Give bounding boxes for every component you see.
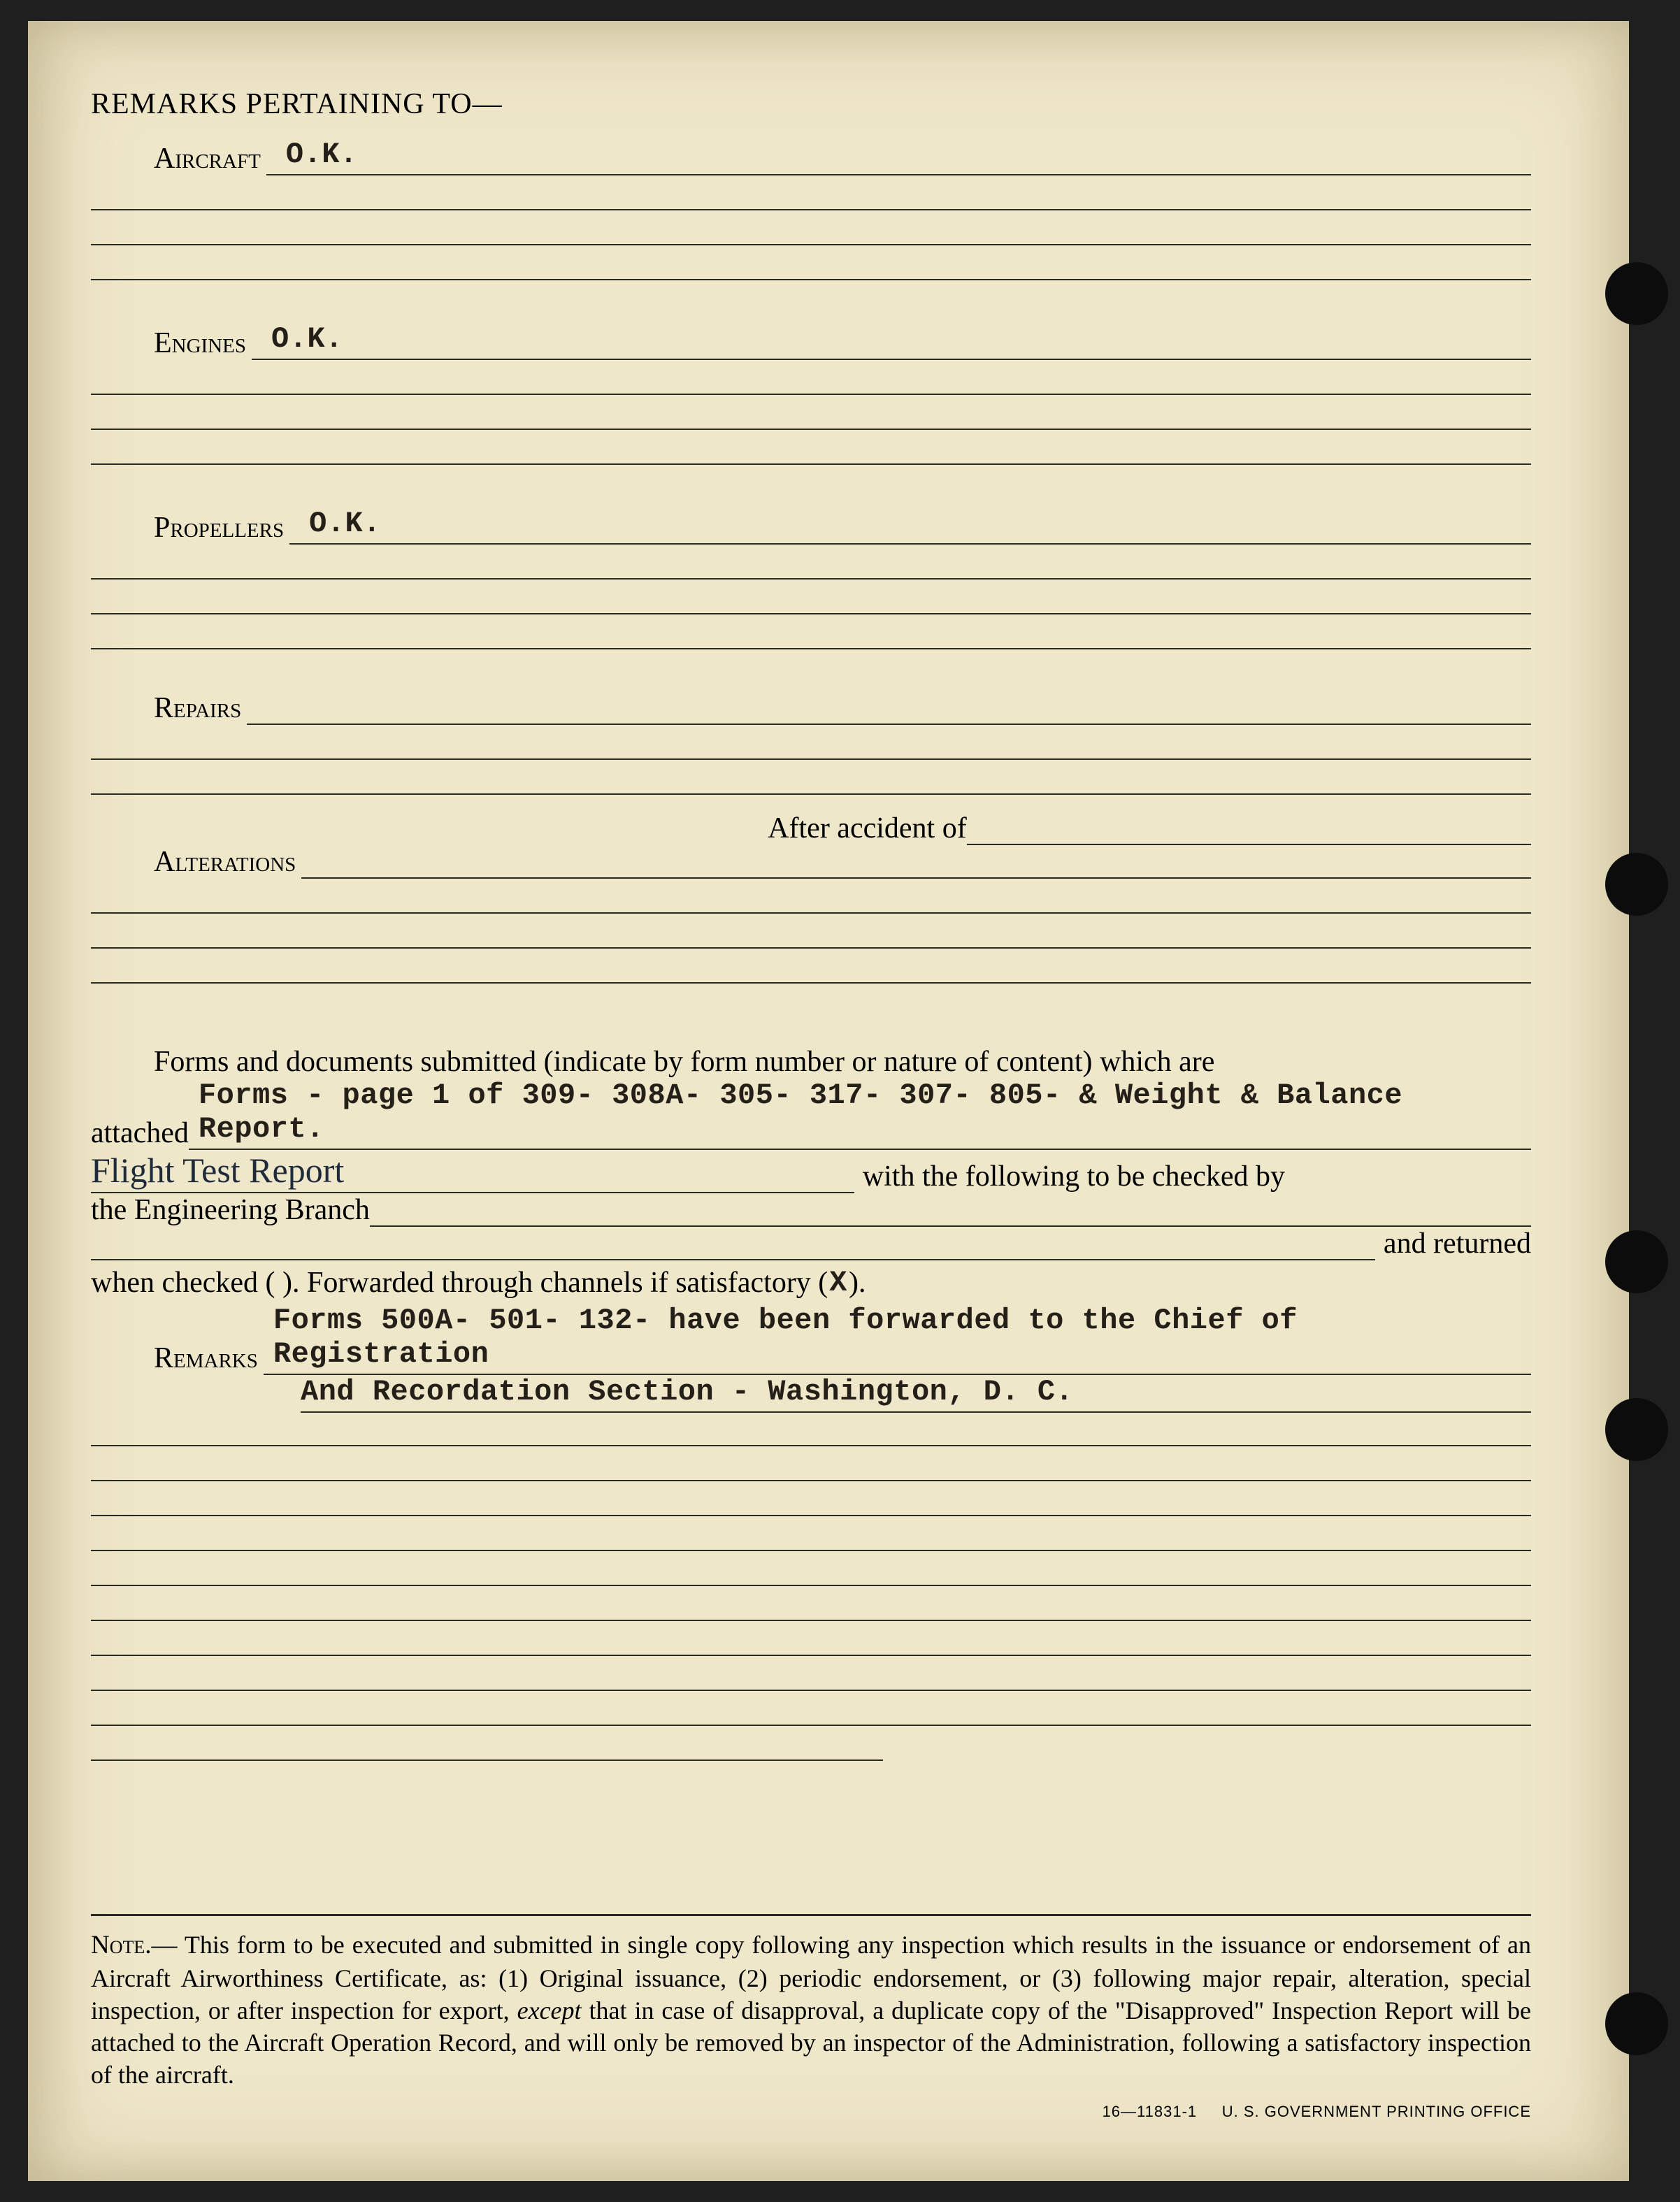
engines-value: O.K. — [271, 322, 343, 357]
field-remarks: Remarks Forms 500A- 501- 132- have been … — [91, 1304, 1531, 1375]
header-title: REMARKS PERTAINING TO— — [91, 87, 1531, 121]
punch-hole-icon — [1605, 1230, 1668, 1293]
remarks-value-line-2: And Recordation Section - Washington, D.… — [301, 1375, 1531, 1413]
aircraft-blank-lines — [91, 175, 1531, 280]
blank-line — [91, 614, 1531, 649]
checked-by-label: with the following to be checked by — [854, 1160, 1285, 1193]
engines-value-line: O.K. — [252, 322, 1531, 360]
aircraft-label: Aircraft — [154, 142, 266, 175]
blank-line — [91, 1586, 1531, 1621]
after-accident-value-line — [967, 814, 1531, 845]
document-page: REMARKS PERTAINING TO— Aircraft O.K. Eng… — [28, 21, 1629, 2181]
blank-line — [91, 1691, 1531, 1726]
when-checked-tail: ). — [849, 1266, 866, 1300]
returned-label: and returned — [1375, 1227, 1531, 1260]
field-repairs: Repairs — [91, 691, 1531, 725]
remarks-row-2: And Recordation Section - Washington, D.… — [91, 1375, 1531, 1413]
field-aircraft: Aircraft O.K. — [91, 138, 1531, 175]
blank-line-short — [91, 1726, 883, 1761]
blank-line — [91, 175, 1531, 210]
attached-value-line: Forms - page 1 of 309- 308A- 305- 317- 3… — [189, 1079, 1531, 1150]
remarks-label: Remarks — [154, 1341, 264, 1375]
blank-line — [91, 430, 1531, 465]
blank-line — [91, 760, 1531, 795]
blank-line — [91, 360, 1531, 395]
engineering-row: the Engineering Branch — [91, 1193, 1531, 1227]
scan-background: REMARKS PERTAINING TO— Aircraft O.K. Eng… — [0, 0, 1680, 2202]
punch-hole-icon — [1605, 1398, 1668, 1461]
punch-hole-icon — [1605, 262, 1668, 325]
alterations-value-line — [301, 848, 1531, 879]
blank-line — [91, 949, 1531, 984]
punch-hole-icon — [1605, 853, 1668, 916]
blank-line — [91, 1621, 1531, 1656]
blank-line — [91, 879, 1531, 914]
blank-line — [91, 210, 1531, 245]
attached-typed-value: Forms - page 1 of 309- 308A- 305- 317- 3… — [199, 1079, 1531, 1147]
blank-line — [91, 725, 1531, 760]
blank-line — [91, 1516, 1531, 1551]
engines-blank-lines — [91, 360, 1531, 465]
attached-row-2: Flight Test Report with the following to… — [91, 1150, 1531, 1193]
attached-hand-line: Flight Test Report — [91, 1150, 854, 1193]
imprint-publisher: U. S. GOVERNMENT PRINTING OFFICE — [1222, 2103, 1531, 2120]
alterations-blank-lines — [91, 879, 1531, 984]
field-engines: Engines O.K. — [91, 322, 1531, 360]
propellers-value: O.K. — [309, 507, 381, 542]
engineering-value-line — [370, 1196, 1531, 1227]
propellers-label: Propellers — [154, 511, 289, 545]
propellers-blank-lines — [91, 545, 1531, 649]
attached-label: attached — [91, 1116, 189, 1150]
blank-line — [91, 1551, 1531, 1586]
when-checked-label: when checked ( ). Forwarded through chan… — [91, 1266, 828, 1300]
field-propellers: Propellers O.K. — [91, 507, 1531, 545]
remarks-value-line-1: Forms 500A- 501- 132- have been forwarde… — [264, 1304, 1531, 1375]
imprint-code: 16—11831-1 — [1103, 2103, 1198, 2120]
aircraft-value: O.K. — [286, 138, 358, 173]
blank-line — [91, 395, 1531, 430]
repairs-label: Repairs — [154, 691, 247, 725]
repairs-value-line — [247, 694, 1531, 725]
returned-row: and returned — [91, 1227, 1531, 1260]
blank-line — [91, 1411, 1531, 1446]
after-accident-row: After accident of — [91, 812, 1531, 845]
field-alterations: Alterations — [91, 845, 1531, 879]
note-body: This form to be executed and submitted i… — [91, 1931, 1531, 2089]
repairs-blank-lines — [91, 725, 1531, 795]
aircraft-value-line: O.K. — [266, 138, 1531, 175]
blank-line — [91, 1656, 1531, 1691]
after-accident-label: After accident of — [768, 812, 967, 845]
alterations-label: Alterations — [154, 845, 301, 879]
remarks-blank-lines — [91, 1446, 1531, 1761]
attached-handwritten-value: Flight Test Report — [91, 1150, 344, 1190]
forms-line1: Forms and documents submitted (indicate … — [91, 1045, 1531, 1079]
page-content: REMARKS PERTAINING TO— Aircraft O.K. Eng… — [91, 87, 1531, 1761]
blank-line — [91, 1481, 1531, 1516]
note-block: Note.— This form to be executed and subm… — [91, 1914, 1531, 2122]
engineering-label: the Engineering Branch — [91, 1193, 370, 1227]
remarks-value-2: And Recordation Section - Washington, D.… — [301, 1375, 1073, 1410]
attached-row: attached Forms - page 1 of 309- 308A- 30… — [91, 1079, 1531, 1150]
returned-blank-lead — [91, 1230, 1375, 1260]
blank-line — [91, 914, 1531, 949]
imprint-line: 16—11831-1 U. S. GOVERNMENT PRINTING OFF… — [91, 2102, 1531, 2122]
blank-line — [91, 545, 1531, 580]
blank-line — [91, 580, 1531, 614]
forwarded-mark: X — [828, 1266, 849, 1300]
punch-hole-icon — [1605, 1992, 1668, 2055]
when-checked-row: when checked ( ). Forwarded through chan… — [91, 1260, 1531, 1300]
engines-label: Engines — [154, 326, 252, 360]
propellers-value-line: O.K. — [289, 507, 1531, 545]
blank-line — [91, 1446, 1531, 1481]
blank-line — [91, 245, 1531, 280]
remarks-value-1: Forms 500A- 501- 132- have been forwarde… — [273, 1304, 1531, 1372]
note-lead: Note.— — [91, 1931, 178, 1959]
